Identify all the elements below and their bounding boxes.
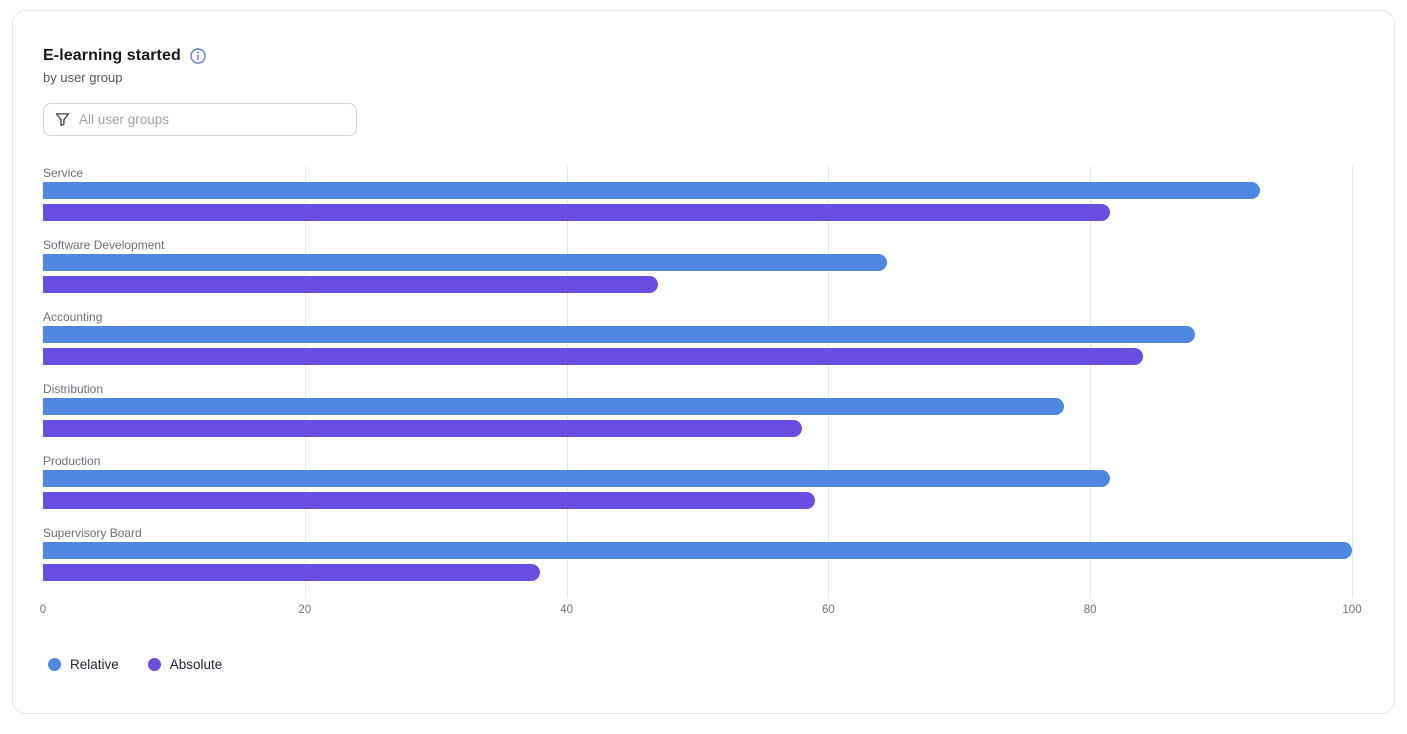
bar-group: Software Development: [43, 238, 1352, 310]
bar-absolute-supervisory-board[interactable]: [43, 564, 541, 581]
bar-relative-service[interactable]: [43, 182, 1261, 199]
gridline-x-60: [828, 166, 830, 598]
bar-relative-accounting[interactable]: [43, 326, 1195, 343]
x-tick-label-80: 80: [1083, 604, 1097, 616]
category-label: Supervisory Board: [43, 526, 142, 540]
gridline-x-20: [304, 166, 306, 598]
user-group-filter-input[interactable]: [79, 112, 345, 127]
x-tick-label-20: 20: [298, 604, 312, 616]
x-tick-label-60: 60: [821, 604, 835, 616]
bar-chart: Service Software Development Accounting Dis…: [39, 166, 1364, 619]
funnel-filter-icon: [55, 113, 70, 127]
gridline-x-80: [1090, 166, 1092, 598]
bar-group: Distribution: [43, 382, 1352, 454]
chart-subtitle: by user group: [43, 70, 123, 85]
bar-group: Supervisory Board: [43, 526, 1352, 598]
bar-group: Service: [43, 166, 1352, 238]
bar-group: Accounting: [43, 310, 1352, 382]
chart-title: E-learning started: [43, 47, 181, 64]
category-label: Service: [43, 166, 84, 180]
absolute-legend-dot: [147, 658, 161, 671]
bar-relative-distribution[interactable]: [43, 398, 1065, 415]
gridline-x-40: [566, 166, 568, 598]
category-label: Production: [43, 454, 101, 468]
bar-absolute-production[interactable]: [43, 492, 816, 509]
user-group-filter[interactable]: [43, 103, 357, 136]
relative-legend-label: Relative: [70, 657, 119, 672]
chart-card: E-learning started by user group Service…: [12, 10, 1395, 714]
bar-relative-production[interactable]: [43, 470, 1110, 487]
bar-absolute-accounting[interactable]: [43, 348, 1143, 365]
legend-item-relative[interactable]: Relative: [48, 657, 119, 672]
category-label: Accounting: [43, 310, 103, 324]
bar-absolute-software-development[interactable]: [43, 276, 659, 293]
absolute-legend-label: Absolute: [169, 657, 223, 672]
gridline-x-100: [1352, 166, 1353, 598]
x-axis: 0 20 40 60 80 100: [39, 604, 1362, 619]
bar-absolute-service[interactable]: [43, 204, 1110, 221]
x-tick-label-0: 0: [39, 604, 47, 616]
category-label: Software Development: [43, 238, 165, 252]
bar-absolute-distribution[interactable]: [43, 420, 803, 437]
card-header: E-learning started: [43, 47, 1364, 65]
x-tick-label-100: 100: [1342, 604, 1362, 616]
plot-area: Service Software Development Accounting Dis…: [43, 166, 1353, 598]
bar-relative-software-development[interactable]: [43, 254, 888, 271]
relative-legend-dot: [48, 658, 61, 671]
info-icon[interactable]: [190, 48, 206, 64]
legend-item-absolute[interactable]: Absolute: [147, 657, 223, 672]
bar-group: Production: [43, 454, 1352, 526]
x-tick-label-40: 40: [560, 604, 573, 616]
bar-relative-supervisory-board[interactable]: [43, 542, 1352, 559]
category-label: Distribution: [43, 382, 104, 396]
chart-legend: Relative Absolute: [43, 657, 1364, 672]
